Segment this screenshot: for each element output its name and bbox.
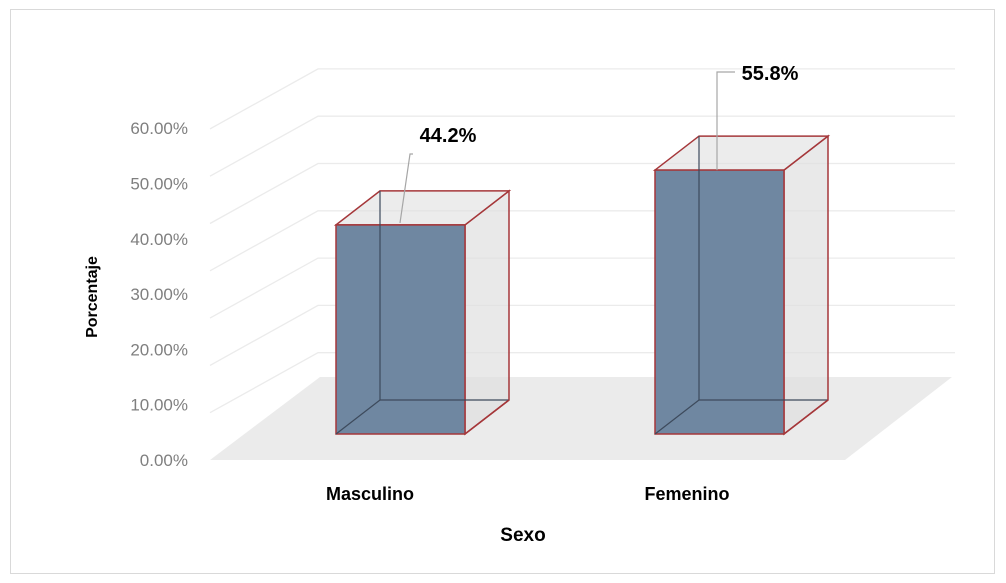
x-axis-categories: Masculino Femenino <box>326 484 730 504</box>
data-label-leader <box>716 71 735 171</box>
data-label: 44.2% <box>420 125 477 147</box>
bar-masculino <box>333 189 512 436</box>
gridline <box>209 162 955 225</box>
bar-femenino <box>652 134 831 436</box>
gridline <box>209 257 955 319</box>
y-axis-title: Porcentaje <box>84 256 101 338</box>
x-category-label: Masculino <box>326 484 414 504</box>
data-label: 55.8% <box>742 63 799 85</box>
gridline <box>209 68 955 130</box>
gridline <box>209 210 955 272</box>
bars <box>333 134 831 436</box>
y-tick-label: 10.00% <box>130 396 188 415</box>
y-tick-label: 0.00% <box>140 451 188 470</box>
x-axis-title: Sexo <box>500 525 545 546</box>
x-category-label: Femenino <box>644 484 729 504</box>
data-label-leader <box>399 153 413 224</box>
gridlines <box>209 68 955 460</box>
gridline <box>209 115 955 177</box>
y-tick-label: 20.00% <box>130 340 188 359</box>
gridline <box>209 304 955 366</box>
y-tick-label: 50.00% <box>130 175 188 194</box>
y-tick-label: 40.00% <box>130 230 188 249</box>
data-labels: 44.2% 55.8% <box>399 63 799 224</box>
chart-floor <box>210 377 952 460</box>
y-tick-label: 30.00% <box>130 285 188 304</box>
y-axis-ticks: 0.00% 10.00% 20.00% 30.00% 40.00% 50.00% 60.00… <box>130 119 188 470</box>
y-tick-label: 60.00% <box>130 119 188 138</box>
